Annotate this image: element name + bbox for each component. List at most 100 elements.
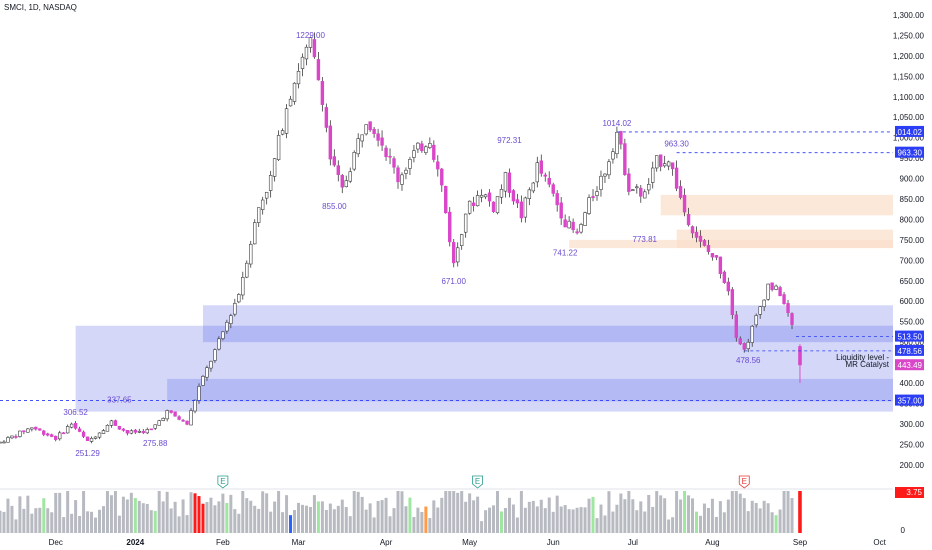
- volume-bar: [488, 507, 492, 533]
- price-annotation: 337.65: [107, 395, 132, 404]
- y-tick-label: 800.00: [900, 215, 925, 224]
- candle-body: [428, 143, 432, 148]
- volume-bar: [66, 491, 70, 533]
- candle-body: [46, 433, 50, 436]
- volume-bar: [261, 491, 265, 533]
- candle-body: [38, 428, 42, 431]
- zone-rect: [202, 325, 894, 343]
- volume-bar: [778, 509, 782, 533]
- candle-body: [611, 151, 615, 160]
- volume-bar: [161, 501, 165, 533]
- volume-bar: [774, 515, 778, 533]
- volume-bar: [555, 495, 559, 533]
- candle-body: [770, 282, 774, 290]
- volume-bar: [293, 510, 297, 533]
- candle-body: [471, 202, 476, 206]
- volume-bar: [456, 492, 460, 533]
- volume-bar: [639, 501, 643, 533]
- candle-body: [312, 39, 317, 58]
- candle-body: [408, 159, 412, 169]
- volume-bar: [364, 509, 368, 533]
- candle-body: [440, 168, 444, 186]
- volume-bar: [599, 504, 603, 533]
- candle-body: [531, 182, 536, 192]
- volume-bar: [619, 493, 623, 533]
- volume-bar: [492, 505, 496, 533]
- candle-body: [69, 423, 74, 428]
- candle-body: [165, 410, 169, 420]
- candle-body: [662, 163, 667, 167]
- candle-body: [57, 432, 62, 440]
- liquidity-note: Liquidity level -: [836, 353, 889, 362]
- volume-bar: [277, 491, 281, 533]
- volume-bar: [591, 496, 595, 533]
- candle-body: [137, 430, 141, 433]
- volume-bar: [324, 510, 328, 533]
- liquidity-note: MR Catalyst: [845, 360, 889, 369]
- volume-bar: [241, 491, 245, 533]
- candle-body: [77, 428, 82, 432]
- volume-bar: [623, 499, 627, 533]
- volume-bar: [201, 503, 205, 533]
- volume-bar: [695, 511, 698, 533]
- candle-body: [499, 189, 504, 198]
- candle-body: [189, 410, 193, 426]
- candle-body: [750, 325, 754, 343]
- candle-body: [503, 172, 508, 192]
- candle-body: [336, 165, 340, 176]
- volume-bar: [237, 513, 241, 533]
- volume-bar: [404, 506, 408, 533]
- candle-body: [2, 441, 6, 444]
- candle-body: [177, 416, 181, 420]
- candle-body: [364, 124, 368, 135]
- candle-body: [157, 420, 161, 426]
- candle-body: [233, 302, 237, 315]
- volume-bar: [687, 495, 691, 533]
- volume-bar: [730, 491, 734, 533]
- candle-body: [225, 321, 229, 332]
- volume-bar: [615, 504, 619, 533]
- candle-body: [352, 152, 356, 170]
- candle-body: [547, 177, 551, 185]
- y-tick-label: 550.00: [900, 318, 925, 327]
- candle-body: [18, 430, 22, 437]
- volume-bar: [484, 510, 488, 533]
- volume-bar: [408, 497, 412, 533]
- candle-body: [324, 107, 329, 128]
- price-annotation: 251.29: [75, 449, 100, 458]
- volume-bar: [253, 505, 257, 533]
- volume-bar: [368, 503, 372, 533]
- candle-body: [742, 343, 746, 350]
- candle-body: [388, 155, 392, 158]
- volume-bar: [718, 501, 722, 533]
- volume-bar: [173, 501, 177, 533]
- volume-bar: [225, 502, 229, 533]
- volume-bar: [205, 502, 209, 533]
- x-tick-label: Jul: [628, 538, 638, 547]
- candle-body: [332, 156, 337, 166]
- volume-bar: [297, 502, 300, 533]
- candle-body: [575, 231, 579, 234]
- candle-body: [153, 424, 157, 429]
- candle-body: [682, 194, 687, 213]
- candle-body: [702, 240, 707, 246]
- volume-bar: [320, 501, 324, 533]
- candle-body: [563, 219, 567, 228]
- candle-body: [320, 81, 325, 105]
- volume-bar: [328, 503, 332, 533]
- x-tick-label: Oct: [873, 538, 886, 547]
- volume-bar: [185, 515, 189, 533]
- candle-body: [249, 243, 253, 265]
- candle-body: [105, 424, 110, 432]
- candle-body: [65, 426, 70, 434]
- volume-bar: [18, 496, 22, 533]
- volume-bar: [671, 517, 675, 533]
- volume-bar: [14, 519, 18, 533]
- candle-body: [376, 133, 380, 141]
- volume-bar: [519, 491, 523, 533]
- price-annotation: 275.88: [143, 439, 168, 448]
- volume-bar: [74, 500, 78, 533]
- candle-body: [34, 426, 38, 430]
- candle-body: [268, 175, 273, 191]
- candle-body: [647, 183, 651, 191]
